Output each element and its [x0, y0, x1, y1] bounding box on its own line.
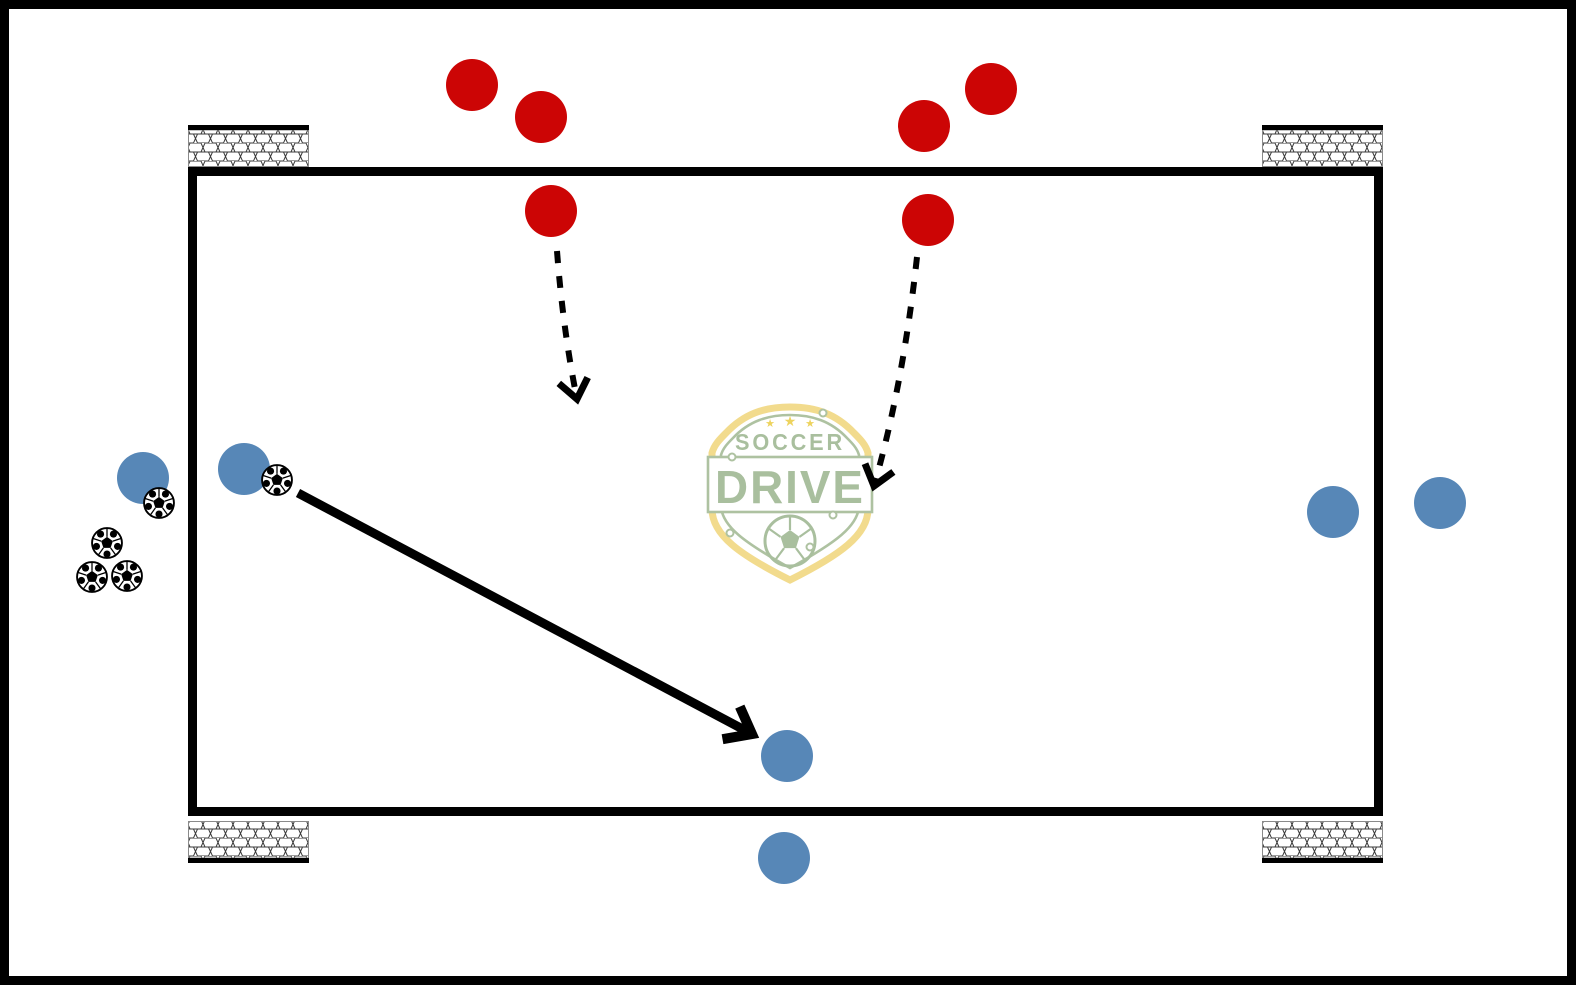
logo-node — [828, 510, 838, 520]
logo-node — [818, 408, 828, 418]
player-red — [525, 185, 577, 237]
player-red — [898, 100, 950, 152]
player-red — [446, 59, 498, 111]
player-blue — [1414, 477, 1466, 529]
logo-node — [805, 542, 815, 552]
player-red — [902, 194, 954, 246]
soccer-drive-logo: ★ ★ ★ SOCCER DRIVE — [706, 403, 874, 584]
soccer-ball — [91, 527, 123, 559]
star-icon: ★ — [805, 418, 815, 430]
soccer-ball — [111, 560, 143, 592]
logo-node — [725, 528, 735, 538]
goal-top-right — [1262, 125, 1383, 167]
star-icon: ★ — [765, 418, 775, 430]
player-blue — [758, 832, 810, 884]
player-blue — [761, 730, 813, 782]
player-red — [515, 91, 567, 143]
goal-top-left — [188, 125, 309, 167]
goal-bottom-right — [1262, 821, 1383, 863]
soccer-ball — [261, 464, 293, 496]
logo-shield-outer — [708, 403, 872, 584]
player-blue — [1307, 486, 1359, 538]
soccer-ball — [143, 487, 175, 519]
logo-word-drive: DRIVE — [715, 461, 865, 513]
player-red — [965, 63, 1017, 115]
goal-bottom-left — [188, 821, 309, 863]
soccer-ball — [76, 561, 108, 593]
player-blue — [218, 443, 270, 495]
logo-word-soccer: SOCCER — [735, 429, 845, 455]
logo-node — [727, 452, 737, 462]
star-icon: ★ — [784, 413, 797, 429]
logo-ball-icon — [763, 514, 817, 568]
